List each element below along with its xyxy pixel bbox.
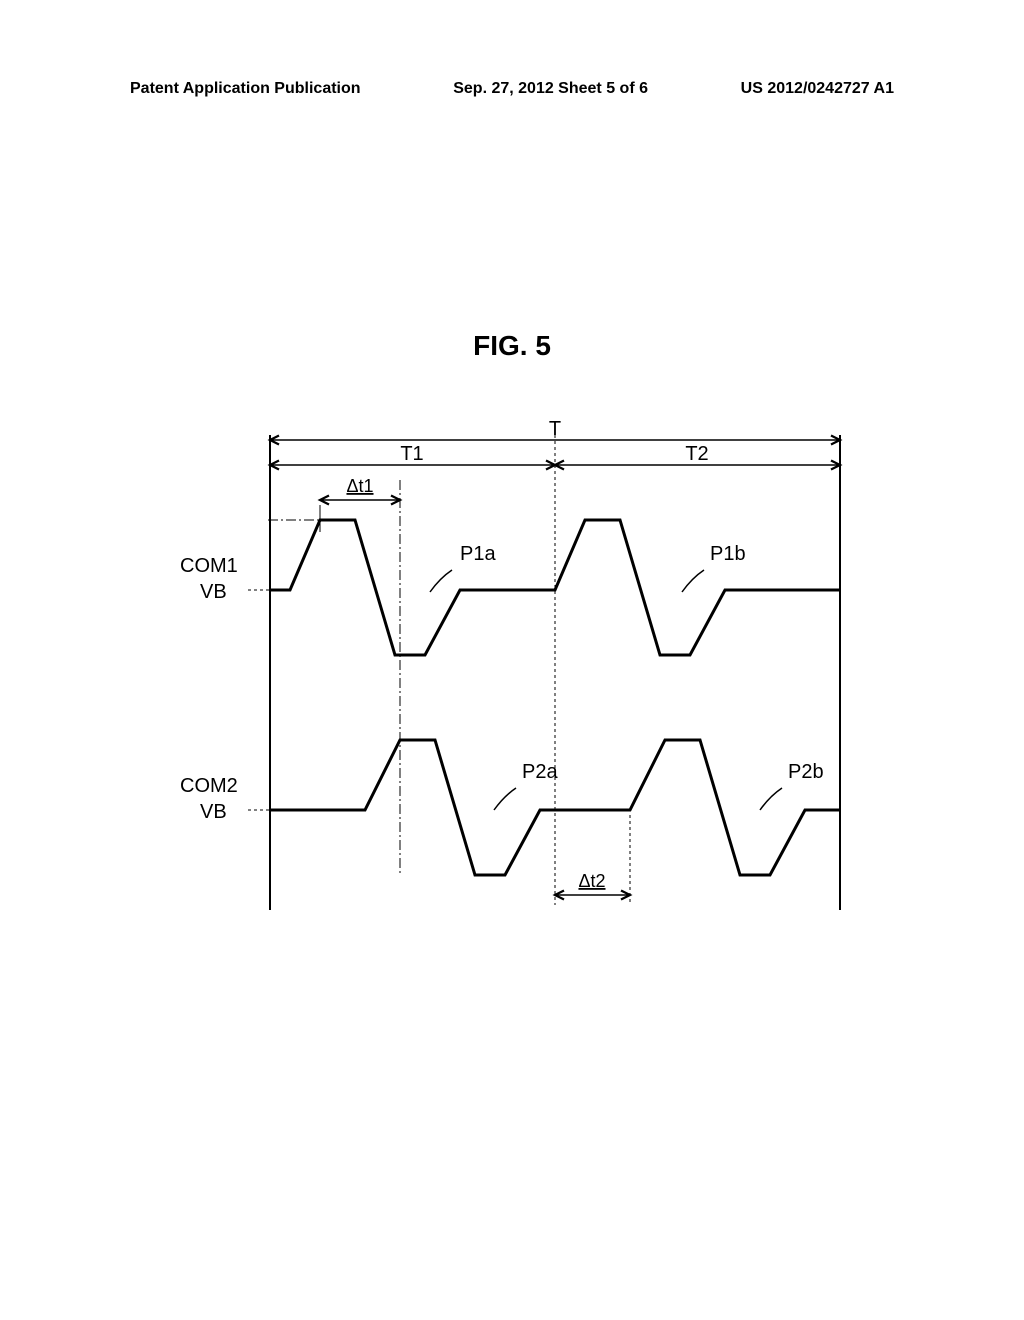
com2-label: COM2 xyxy=(180,775,238,797)
pulse-p2b-label: P2b xyxy=(788,761,824,783)
p1a-leader xyxy=(430,570,452,592)
header-publication: Patent Application Publication xyxy=(130,80,361,98)
dt1-label: Δt1 xyxy=(346,476,373,496)
dt2-label: Δt2 xyxy=(578,871,605,891)
period-t1-label: T1 xyxy=(400,443,423,465)
header-date-sheet: Sep. 27, 2012 Sheet 5 of 6 xyxy=(453,80,648,98)
timing-diagram: T T1 T2 Δt1 Δt2 P1a P1b xyxy=(140,420,860,940)
com1-vb-label: VB xyxy=(200,581,227,603)
pulse-p2a-label: P2a xyxy=(522,761,558,783)
figure-label: FIG. 5 xyxy=(473,330,551,362)
pulse-p1b-label: P1b xyxy=(710,543,746,565)
period-t2-label: T2 xyxy=(685,443,708,465)
p1b-leader xyxy=(682,570,704,592)
pulse-p1a-label: P1a xyxy=(460,543,496,565)
page-header: Patent Application Publication Sep. 27, … xyxy=(0,80,1024,98)
com2-vb-label: VB xyxy=(200,801,227,823)
p2a-leader xyxy=(494,788,516,810)
p2b-leader xyxy=(760,788,782,810)
com1-label: COM1 xyxy=(180,555,238,577)
header-patent-number: US 2012/0242727 A1 xyxy=(741,80,894,98)
diagram-svg: T T1 T2 Δt1 Δt2 P1a P1b xyxy=(140,420,860,940)
